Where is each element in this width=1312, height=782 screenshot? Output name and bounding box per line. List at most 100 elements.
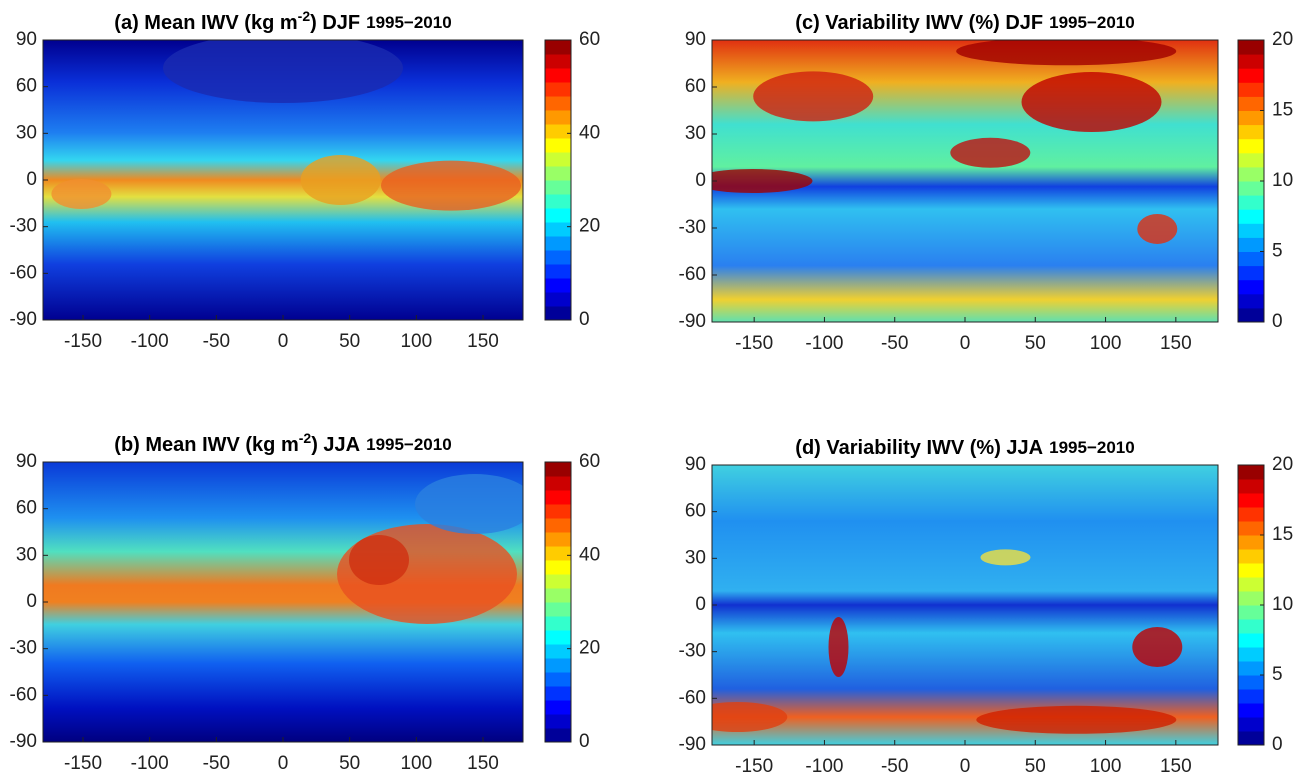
x-tick-label: 0 [278, 753, 289, 774]
colorbar-level [545, 166, 571, 181]
y-tick-label: 90 [16, 29, 37, 50]
colorbar-level [545, 110, 571, 125]
x-tick-label: -150 [64, 331, 102, 352]
colorbar-frame [544, 461, 572, 743]
field-feature [712, 169, 813, 193]
colorbar-level [545, 686, 571, 701]
x-tick-label: 0 [960, 756, 971, 777]
title-part: 1995−2010 [366, 13, 452, 32]
colorbar-level [545, 532, 571, 547]
panel-title: (a) Mean IWV (kg m-2) DJF 1995−2010 [114, 8, 451, 35]
colorbar-level [1238, 209, 1264, 224]
x-tick-label: -100 [805, 756, 843, 777]
field [712, 465, 1218, 745]
colorbar-level [1238, 703, 1264, 718]
y-tick-label: 60 [16, 498, 37, 519]
colorbar-level [1238, 465, 1264, 480]
field-feature [163, 40, 403, 103]
colorbar-tick-label: 0 [1272, 734, 1283, 755]
colorbar-level [545, 672, 571, 687]
y-tick-label: -90 [10, 731, 37, 752]
x-tick-label: 100 [400, 753, 432, 774]
y-tick-label: -60 [10, 262, 37, 283]
map-panel: -150 -100 -50 0 50 100 150-90-60-300306090(c) … [679, 12, 1294, 354]
colorbar-tick-label: 60 [579, 29, 600, 50]
y-tick-label: 30 [16, 544, 37, 565]
colorbar-level [545, 602, 571, 617]
field-feature [828, 617, 849, 677]
colorbar-tick-label: 20 [1272, 454, 1293, 475]
y-tick-label: 60 [16, 76, 37, 97]
colorbar-level [1238, 661, 1264, 676]
colorbar-level [545, 546, 571, 561]
colorbar-tick-label: 5 [1272, 241, 1283, 262]
y-tick-label: -30 [679, 217, 706, 238]
colorbar-level [545, 250, 571, 265]
colorbar-level [545, 264, 571, 279]
colorbar-level [1238, 633, 1264, 648]
field-feature [381, 160, 521, 211]
colorbar-level [545, 138, 571, 153]
colorbar-level [1238, 96, 1264, 111]
colorbar-level [1238, 265, 1264, 281]
colorbar-tick-label: 40 [579, 544, 600, 565]
colorbar-level [545, 574, 571, 589]
x-tick-label: 50 [1025, 333, 1046, 354]
title-part: ) JJA [311, 434, 360, 456]
colorbar-level [545, 518, 571, 533]
colorbar-level [545, 714, 571, 729]
colorbar-level [1238, 507, 1264, 522]
x-tick-label: 150 [467, 331, 499, 352]
colorbar-level [1238, 293, 1264, 309]
colorbar-tick-label: 20 [579, 216, 600, 237]
colorbar-level [545, 236, 571, 251]
x-tick-label: 150 [467, 753, 499, 774]
field-feature [712, 702, 788, 732]
y-tick-label: 0 [695, 170, 706, 191]
colorbar-level [545, 644, 571, 659]
x-tick-label: 50 [1025, 756, 1046, 777]
colorbar-level [1238, 521, 1264, 536]
x-tick-label: -150 [735, 333, 773, 354]
panel-title: (c) Variability IWV (%) DJF 1995−2010 [795, 12, 1134, 34]
x-tick-label: 0 [278, 331, 289, 352]
y-tick-label: -90 [10, 309, 37, 330]
x-tick-label: 50 [339, 331, 360, 352]
x-tick-label: -150 [64, 753, 102, 774]
map-panel: -150 -100 -50 0 50 100 150-90-60-300306090(d) … [679, 437, 1294, 777]
field-background [712, 465, 1218, 745]
colorbar-level [1238, 237, 1264, 252]
colorbar-level [1238, 535, 1264, 550]
x-tick-label: -50 [203, 753, 230, 774]
x-tick-label: -50 [203, 331, 230, 352]
field-feature [956, 40, 1177, 66]
x-tick-label: 100 [1090, 333, 1122, 354]
colorbar-level [1238, 181, 1264, 196]
colorbar-tick-label: 40 [579, 122, 600, 143]
x-tick-label: 0 [960, 333, 971, 354]
y-tick-label: 30 [685, 547, 706, 568]
title-part: 1995−2010 [1049, 438, 1135, 457]
colorbar-tick-label: 10 [1272, 170, 1293, 191]
colorbar-level [545, 616, 571, 631]
colorbar-level [1238, 689, 1264, 704]
y-tick-label: 60 [685, 76, 706, 97]
field-feature [1137, 213, 1178, 244]
title-part: (a) Mean IWV (kg m [114, 12, 297, 34]
colorbar-level [545, 222, 571, 237]
x-tick-label: -100 [805, 333, 843, 354]
field-feature [300, 155, 381, 205]
colorbar-level [1238, 82, 1264, 97]
field-feature [415, 474, 523, 534]
colorbar-level [1238, 152, 1264, 168]
y-tick-label: 0 [26, 169, 37, 190]
colorbar-tick-label: 15 [1272, 524, 1293, 545]
title-part: (c) Variability IWV (%) DJF [795, 12, 1043, 34]
title-part: (b) Mean IWV (kg m [114, 434, 298, 456]
y-tick-label: -60 [10, 684, 37, 705]
field-feature [349, 535, 409, 585]
field-feature [950, 137, 1031, 168]
colorbar-level [545, 658, 571, 673]
colorbar-level [1238, 307, 1264, 323]
colorbar-level [1238, 647, 1264, 662]
